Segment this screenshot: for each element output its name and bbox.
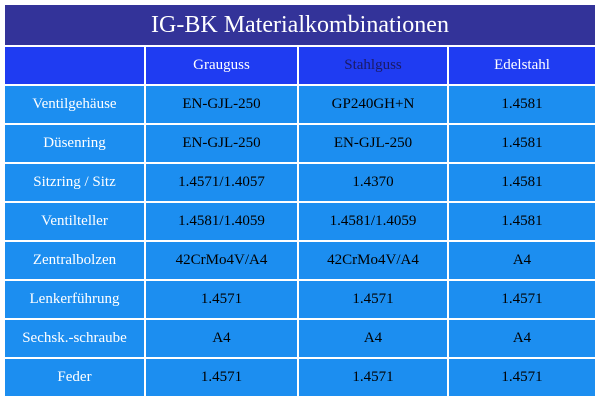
column-header: Stahlguss xyxy=(297,47,449,86)
cell: 42CrMo4V/A4 xyxy=(297,240,449,281)
table-body: Ventilgehäuse EN-GJL-250 GP240GH+N 1.4581 Dü… xyxy=(5,84,595,396)
column-header: Edelstahl xyxy=(447,47,595,86)
table-row: Sechsk.-schraube A4 A4 A4 xyxy=(5,318,595,359)
cell: A4 xyxy=(447,240,595,281)
corner-cell xyxy=(5,47,146,86)
row-label: Düsenring xyxy=(5,123,146,164)
cell: 1.4581/1.4059 xyxy=(297,201,449,242)
cell: 1.4581 xyxy=(447,123,595,164)
row-label: Zentralbolzen xyxy=(5,240,146,281)
table-card: IG-BK Materialkombinationen Grauguss Stah… xyxy=(5,5,595,398)
title: IG-BK Materialkombinationen xyxy=(5,5,595,47)
row-label: Sitzring / Sitz xyxy=(5,162,146,203)
cell: 1.4571 xyxy=(447,279,595,320)
row-label: Lenkerführung xyxy=(5,279,146,320)
row-label: Sechsk.-schraube xyxy=(5,318,146,359)
cell: A4 xyxy=(144,318,299,359)
column-header: Grauguss xyxy=(144,47,299,86)
row-label: Feder xyxy=(5,357,146,396)
cell: EN-GJL-250 xyxy=(144,123,299,164)
table-row: Lenkerführung 1.4571 1.4571 1.4571 xyxy=(5,279,595,320)
table-row: Düsenring EN-GJL-250 EN-GJL-250 1.4581 xyxy=(5,123,595,164)
cell: A4 xyxy=(447,318,595,359)
cell: 1.4581/1.4059 xyxy=(144,201,299,242)
cell: 1.4571/1.4057 xyxy=(144,162,299,203)
cell: 1.4581 xyxy=(447,201,595,242)
cell: A4 xyxy=(297,318,449,359)
cell: 1.4571 xyxy=(144,279,299,320)
cell: EN-GJL-250 xyxy=(144,84,299,125)
cell: GP240GH+N xyxy=(297,84,449,125)
row-label: Ventilteller xyxy=(5,201,146,242)
cell: 1.4581 xyxy=(447,84,595,125)
cell: 1.4571 xyxy=(297,279,449,320)
cell: 1.4571 xyxy=(447,357,595,396)
table-row: Ventilgehäuse EN-GJL-250 GP240GH+N 1.4581 xyxy=(5,84,595,125)
table-row: Zentralbolzen 42CrMo4V/A4 42CrMo4V/A4 A4 xyxy=(5,240,595,281)
header-row: Grauguss Stahlguss Edelstahl xyxy=(5,47,595,86)
cell: 1.4581 xyxy=(447,162,595,203)
cell: 42CrMo4V/A4 xyxy=(144,240,299,281)
table: Grauguss Stahlguss Edelstahl Ventilgehäuse… xyxy=(5,47,595,396)
row-label: Ventilgehäuse xyxy=(5,84,146,125)
cell: 1.4370 xyxy=(297,162,449,203)
table-row: Sitzring / Sitz 1.4571/1.4057 1.4370 1.4581 xyxy=(5,162,595,203)
cell: 1.4571 xyxy=(297,357,449,396)
cell: EN-GJL-250 xyxy=(297,123,449,164)
table-row: Feder 1.4571 1.4571 1.4571 xyxy=(5,357,595,396)
cell: 1.4571 xyxy=(144,357,299,396)
table-row: Ventilteller 1.4581/1.4059 1.4581/1.4059 1.… xyxy=(5,201,595,242)
